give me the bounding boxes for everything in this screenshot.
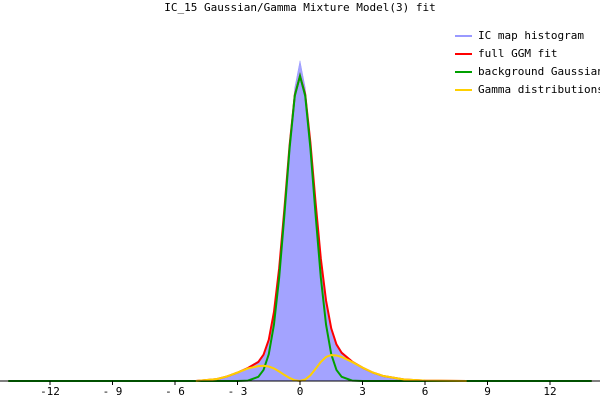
histogram-area xyxy=(8,60,592,382)
x-tick-label: -12 xyxy=(40,385,60,398)
x-tick-label: - 3 xyxy=(228,385,248,398)
x-tick-label: 0 xyxy=(297,385,304,398)
x-tick-label: 9 xyxy=(484,385,491,398)
series-line xyxy=(195,354,467,383)
x-tick-label: - 9 xyxy=(103,385,123,398)
chart-title: IC_15 Gaussian/Gamma Mixture Model(3) fi… xyxy=(164,1,436,14)
x-tick-label: 12 xyxy=(543,385,556,398)
legend-label: IC map histogram xyxy=(478,29,584,42)
legend-label: background Gaussian xyxy=(478,65,600,78)
legend-label: full GGM fit xyxy=(478,47,557,60)
x-tick-label: 6 xyxy=(422,385,429,398)
x-tick-label: - 6 xyxy=(165,385,185,398)
legend-label: Gamma distributions xyxy=(478,83,600,96)
x-tick-label: 3 xyxy=(359,385,366,398)
